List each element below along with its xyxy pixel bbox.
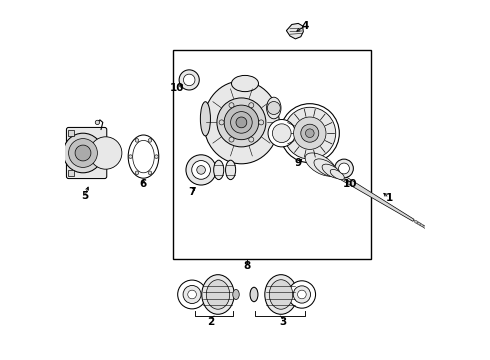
Ellipse shape xyxy=(233,289,239,300)
Ellipse shape xyxy=(305,153,336,176)
Ellipse shape xyxy=(438,234,440,237)
Circle shape xyxy=(129,155,132,158)
Circle shape xyxy=(280,104,339,163)
Circle shape xyxy=(219,120,224,125)
Ellipse shape xyxy=(133,140,154,173)
Circle shape xyxy=(148,171,152,175)
Circle shape xyxy=(335,159,353,178)
Ellipse shape xyxy=(200,102,210,136)
Circle shape xyxy=(90,137,122,169)
Circle shape xyxy=(148,139,152,142)
Text: 10: 10 xyxy=(170,83,185,93)
Ellipse shape xyxy=(267,97,281,119)
Ellipse shape xyxy=(426,228,430,230)
Ellipse shape xyxy=(214,160,224,180)
Circle shape xyxy=(305,129,314,138)
Text: 10: 10 xyxy=(343,179,357,189)
Circle shape xyxy=(297,290,306,299)
Circle shape xyxy=(197,166,205,174)
Circle shape xyxy=(183,285,201,303)
Circle shape xyxy=(192,161,210,179)
Text: 8: 8 xyxy=(243,261,250,271)
Polygon shape xyxy=(330,168,414,221)
Ellipse shape xyxy=(417,222,422,226)
FancyBboxPatch shape xyxy=(67,127,107,179)
Ellipse shape xyxy=(231,76,259,92)
Circle shape xyxy=(284,107,336,159)
Circle shape xyxy=(231,112,252,133)
Ellipse shape xyxy=(420,224,424,227)
Circle shape xyxy=(183,74,195,86)
Circle shape xyxy=(249,103,254,108)
Text: 4: 4 xyxy=(302,21,309,31)
Circle shape xyxy=(155,155,158,158)
Circle shape xyxy=(249,137,254,142)
Circle shape xyxy=(224,105,259,140)
Circle shape xyxy=(75,145,91,161)
Polygon shape xyxy=(286,23,303,39)
Ellipse shape xyxy=(330,170,344,180)
Circle shape xyxy=(268,120,295,147)
Circle shape xyxy=(259,120,264,125)
Text: 6: 6 xyxy=(140,179,147,189)
Ellipse shape xyxy=(270,280,293,309)
Ellipse shape xyxy=(423,226,427,229)
Text: 5: 5 xyxy=(81,191,88,201)
Ellipse shape xyxy=(414,220,419,224)
Circle shape xyxy=(135,171,139,175)
Ellipse shape xyxy=(250,287,258,302)
Text: 3: 3 xyxy=(279,317,287,327)
Ellipse shape xyxy=(265,275,297,314)
Ellipse shape xyxy=(225,160,236,180)
Circle shape xyxy=(301,124,319,142)
Bar xyxy=(173,50,371,259)
Text: 1: 1 xyxy=(385,193,392,203)
Ellipse shape xyxy=(322,164,342,178)
Circle shape xyxy=(236,117,247,128)
Circle shape xyxy=(186,155,216,185)
Circle shape xyxy=(339,163,349,174)
Circle shape xyxy=(69,139,98,167)
Circle shape xyxy=(178,280,206,309)
Ellipse shape xyxy=(432,231,435,233)
Text: 9: 9 xyxy=(294,158,302,168)
Bar xyxy=(68,170,74,176)
Circle shape xyxy=(229,137,234,142)
Circle shape xyxy=(63,133,103,173)
Circle shape xyxy=(293,286,311,303)
Circle shape xyxy=(95,120,99,125)
Circle shape xyxy=(294,117,326,149)
Ellipse shape xyxy=(441,236,442,238)
Circle shape xyxy=(135,139,139,142)
Text: 2: 2 xyxy=(207,317,215,327)
Circle shape xyxy=(188,290,196,299)
Circle shape xyxy=(268,102,280,114)
Ellipse shape xyxy=(204,81,279,164)
Text: 7: 7 xyxy=(188,186,196,197)
Ellipse shape xyxy=(128,135,159,178)
Circle shape xyxy=(179,70,199,90)
Ellipse shape xyxy=(435,233,438,235)
Circle shape xyxy=(217,98,266,147)
Bar xyxy=(68,130,74,136)
Ellipse shape xyxy=(429,229,432,232)
Ellipse shape xyxy=(206,280,230,309)
Circle shape xyxy=(229,103,234,108)
Ellipse shape xyxy=(314,159,339,177)
Circle shape xyxy=(272,124,291,143)
Circle shape xyxy=(288,281,316,308)
Ellipse shape xyxy=(202,275,234,314)
